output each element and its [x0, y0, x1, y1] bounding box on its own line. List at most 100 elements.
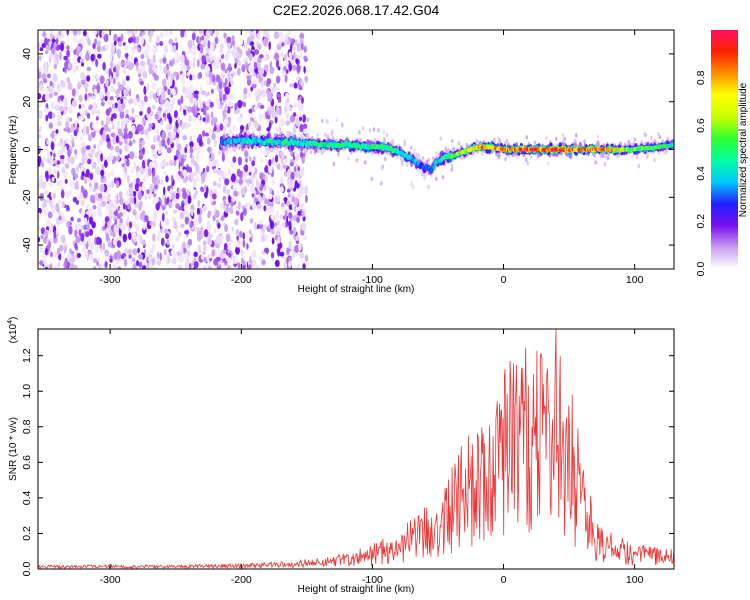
spectrogram-noise-cell — [267, 114, 271, 120]
spectrogram-noise-cell — [210, 146, 213, 154]
spectrogram-noise-cell — [117, 120, 120, 127]
spectrogram-noise-cell — [41, 39, 44, 44]
spectrogram-noise-cell — [38, 98, 42, 108]
spectrogram-noise-cell — [505, 138, 509, 144]
spectrogram-noise-cell — [127, 215, 130, 224]
spectrogram-noise-cell — [301, 210, 305, 218]
spectrogram-noise-cell — [284, 106, 287, 114]
spectrogram-noise-cell — [450, 163, 454, 169]
spectrogram-noise-cell — [254, 117, 257, 122]
spectrogram-noise-cell — [64, 145, 67, 154]
spectrogram-noise-cell — [40, 227, 46, 235]
snr-x-ticks: -300 -200 -100 0 100 — [100, 329, 644, 586]
spectrogram-noise-cell — [287, 188, 291, 193]
spectrogram-noise-cell — [193, 219, 198, 226]
spectrogram-noise-cell — [295, 206, 298, 215]
spectrogram-noise-cell — [71, 99, 77, 108]
spectrogram-noise-cell — [245, 158, 248, 163]
snr-y-multiplier: (x104) — [7, 317, 19, 344]
spectrogram-noise-cell — [637, 163, 641, 169]
spectrogram-y-tick-label: 20 — [21, 96, 33, 108]
spectrogram-noise-cell — [48, 41, 51, 46]
spectrogram-noise-cell — [211, 249, 216, 257]
spectrogram-noise-cell — [170, 132, 176, 140]
spectrogram-noise-cell — [150, 144, 156, 150]
spectrogram-noise-cell — [277, 93, 281, 98]
snr-y-tick-label: 1.0 — [21, 384, 33, 399]
spectrogram-noise-cell — [90, 194, 95, 204]
spectrogram-noise-cell — [71, 254, 76, 263]
spectrogram-noise-cell — [165, 175, 169, 183]
spectrogram-noise-cell — [94, 192, 99, 202]
spectrogram-noise-cell — [255, 179, 259, 189]
spectrogram-noise-cell — [161, 212, 165, 222]
spectrogram-noise-cell — [172, 44, 177, 53]
spectrogram-noise-cell — [246, 36, 251, 45]
spectrogram-noise-cell — [50, 181, 53, 188]
spectrogram-noise-cell — [86, 112, 91, 119]
spectrogram-noise-cell — [77, 218, 81, 223]
snr-y-tick-label: 1.2 — [21, 348, 33, 363]
spectrogram-noise-cell — [55, 203, 60, 212]
spectrogram-noise-cell — [177, 264, 182, 269]
spectrogram-noise-cell — [133, 45, 137, 50]
spectrogram-noise-cell — [149, 111, 154, 117]
spectrogram-noise-cell — [38, 207, 42, 214]
spectrogram-noise-cell — [525, 135, 529, 140]
spectrogram-noise-cell — [236, 196, 239, 200]
spectrogram-noise-cell — [49, 53, 54, 60]
spectrogram-noise-cell — [70, 133, 73, 141]
spectrogram-noise-cell — [121, 102, 126, 110]
spectrogram-noise-cell — [205, 30, 211, 39]
spectrogram-noise-cell — [193, 181, 198, 188]
spectrogram-noise-cell — [87, 158, 92, 165]
spectrogram-noise-cell — [67, 62, 73, 70]
spectrogram-noise-cell — [370, 176, 374, 182]
spectrogram-noise-cell — [202, 250, 206, 255]
spectrogram-noise-cell — [96, 166, 100, 175]
spectrogram-noise-cell — [152, 93, 157, 100]
spectrogram-noise-cell — [219, 123, 224, 131]
spectrogram-noise-cell — [208, 254, 213, 259]
spectrogram-noise-cell — [135, 177, 140, 184]
spectrogram-noise-cell — [120, 61, 126, 66]
spectrogram-noise-cell — [119, 110, 125, 119]
spectrogram-noise-cell — [184, 146, 188, 154]
spectrogram-noise-cell — [235, 210, 240, 216]
spectrogram-noise-cell — [60, 211, 64, 218]
spectrogram-noise-cell — [180, 255, 184, 262]
spectrogram-noise-cell — [84, 93, 88, 101]
spectrogram-noise-cell — [286, 200, 291, 207]
spectrogram-noise-cell — [475, 139, 479, 144]
spectrogram-noise-cell — [60, 155, 65, 160]
spectrogram-noise-cell — [162, 56, 167, 64]
spectrogram-x-tick-label: 0 — [501, 274, 507, 286]
spectrogram-ridge-cell — [430, 167, 434, 173]
spectrogram-noise-cell — [290, 38, 296, 44]
spectrogram-noise-cell — [82, 246, 86, 252]
spectrogram-noise-cell — [41, 181, 46, 190]
snr-y-tick-label: 0.8 — [21, 419, 33, 434]
spectrogram-noise-cell — [246, 243, 249, 250]
spectrogram-noise-cell — [127, 59, 130, 65]
spectrogram-noise-cell — [295, 235, 300, 241]
spectrogram-noise-cell — [289, 229, 294, 235]
spectrogram-noise-cell — [152, 169, 156, 177]
spectrogram-noise-cell — [66, 30, 69, 36]
spectrogram-noise-cell — [173, 125, 177, 134]
spectrogram-noise-cell — [97, 207, 102, 212]
spectrogram-noise-cell — [167, 78, 173, 87]
spectrogram-noise-cell — [156, 129, 159, 134]
spectrogram-noise-cell — [92, 122, 95, 129]
spectrogram-noise-cell — [67, 252, 72, 260]
spectrogram-noise-cell — [49, 158, 54, 166]
spectrogram-noise-cell — [98, 263, 102, 269]
spectrogram-noise-cell — [260, 183, 264, 190]
spectrogram-noise-cell — [221, 153, 225, 162]
spectrogram-noise-cell — [114, 251, 118, 260]
spectrogram-noise-cell — [219, 104, 224, 110]
snr-y-tick-label: 0.2 — [21, 526, 33, 541]
snr-y-tick-label: 0.6 — [21, 455, 33, 470]
spectrogram-noise-cell — [279, 151, 285, 156]
spectrogram-noise-cell — [131, 220, 136, 228]
